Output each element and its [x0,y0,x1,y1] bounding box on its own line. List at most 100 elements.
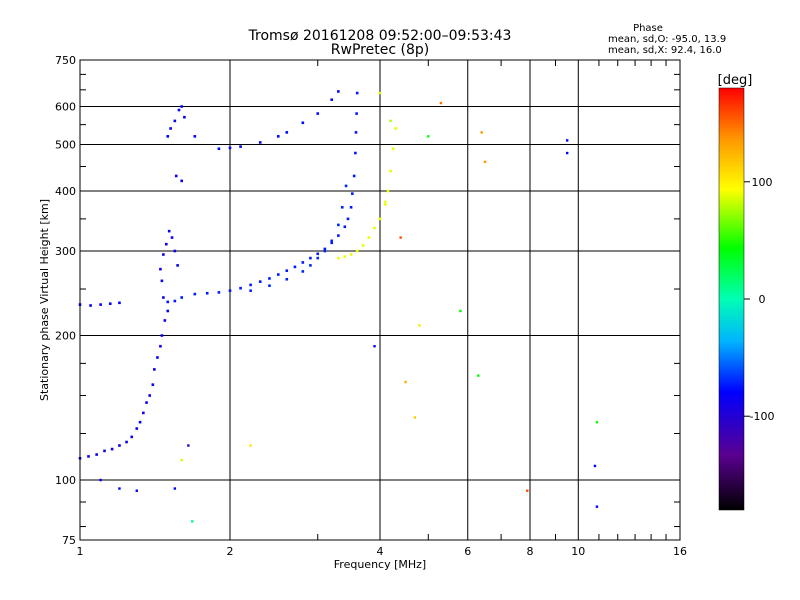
trace-point [394,127,397,130]
trace-point [309,256,312,260]
trace-point [384,203,387,206]
trace-point [258,280,262,283]
trace-point [285,269,289,272]
scattered-point [378,91,382,95]
trace-point [340,205,344,209]
trace-point [337,223,340,227]
scattered-point [595,420,599,424]
trace-point [153,368,156,371]
trace-point [125,440,128,444]
trace-point [301,261,305,264]
trace-point [351,192,354,195]
trace-point [352,174,356,178]
trace-point [176,264,179,267]
trace-point [330,239,334,243]
trace-point [159,267,162,271]
scattered-point [439,101,443,105]
trace-point [170,236,174,239]
scattered-point [118,487,121,490]
trace-point [177,108,181,112]
trace-point [156,356,159,359]
trace-point [301,270,305,273]
scattered-point [180,458,183,462]
trace-point [142,411,145,415]
trace-point [228,146,232,150]
trace-point [164,242,168,246]
scattered-point [191,520,194,523]
trace-point [337,234,340,237]
trace-point [323,249,327,253]
trace-point [354,131,358,134]
scattered-point [483,160,487,164]
trace-point [249,283,252,287]
trace-point [355,91,359,95]
trace-point [166,309,170,313]
y-tick-label: 100 [55,474,76,487]
legend-x-mode: mean, sd,X: 92.4, 16.0 [608,45,722,56]
x-tick-label: 16 [673,545,687,558]
y-tick-label: 750 [55,54,76,67]
trace-point [180,179,184,183]
trace-point [167,229,171,233]
legend-title: Phase [633,23,663,34]
trace-point [330,241,334,245]
trace-point [355,112,358,115]
trace-point [118,444,121,447]
trace-point [355,249,359,253]
colorbar-tick-label: -100 [750,410,775,423]
x-tick-label: 6 [464,545,471,558]
trace-point [95,453,98,456]
scattered-point [99,478,102,482]
trace-point [135,427,139,430]
trace-point [378,217,382,221]
scattered-point [418,324,421,327]
axis-ticks: 1 2 4 6 8 10 16 75 100 200 300 400 500 600 750 [55,54,687,558]
trace-point [163,319,167,322]
scattered-point [459,309,462,313]
y-tick-label: 600 [55,101,76,114]
scattered-point [373,345,376,348]
trace-point [103,449,106,453]
colorbar-label: [deg] [718,73,753,88]
trace-point [108,302,112,305]
colorbar-ticks: 100 0 -100 [744,176,774,423]
trace-point [217,291,221,294]
trace-point [389,169,392,173]
x-axis-label: Frequency [MHz] [334,558,426,571]
trace-point [166,300,170,304]
trace-point [337,256,340,260]
colorbar-tick-label: 100 [752,176,773,189]
scattered-point [389,119,392,123]
trace-point [293,265,297,269]
trace-point [343,255,347,258]
trace-point [276,135,280,138]
scattered-point [593,464,597,468]
trace-point [373,226,376,230]
trace-point [268,277,271,280]
trace-point [301,121,305,125]
scattered-point [595,505,599,508]
y-axis-label: Stationary phase Virtual Height [km] [38,199,51,401]
trace-point [118,301,121,305]
trace-point [285,277,289,281]
trace-point [330,98,334,101]
trace-point [89,304,92,307]
colorbar: [deg] 100 0 -100 [718,73,774,511]
scattered-point [526,489,529,492]
trace-point [173,119,177,123]
trace-point [138,420,142,424]
trace-point [87,455,90,458]
scattered-point [427,135,430,138]
trace-point [99,303,102,306]
trace-point [162,296,165,299]
trace-point [173,249,177,253]
trace-point [239,145,242,148]
data-points [78,90,599,523]
x-tick-label: 8 [527,545,534,558]
trace-point [180,296,184,299]
trace-point [174,174,178,178]
scattered-point [384,200,387,203]
trace-point [349,253,353,256]
plot-area: 1 2 4 6 8 10 16 75 100 200 300 400 500 600 750 [55,54,687,558]
trace-point [180,105,184,108]
